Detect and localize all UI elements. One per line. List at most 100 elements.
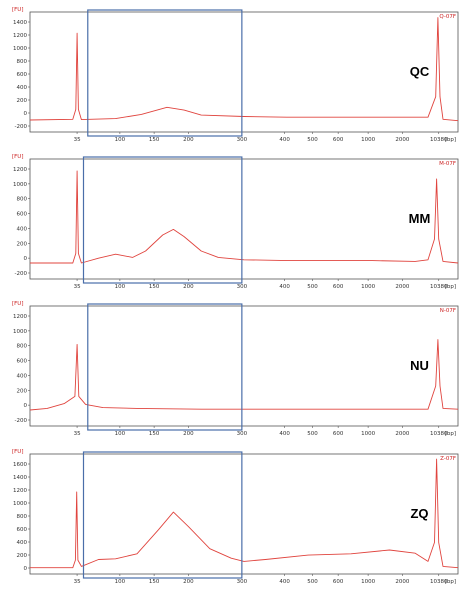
y-tick-label: 1000: [13, 46, 27, 52]
x-tick-label: 150: [149, 284, 160, 290]
x-tick-label: 10380: [430, 431, 448, 437]
x-tick-label: 2000: [395, 137, 409, 143]
y-unit-label: [FU]: [12, 154, 23, 160]
y-tick-label: 200: [17, 388, 28, 394]
x-tick-label: 200: [183, 579, 194, 585]
y-unit-label: [FU]: [12, 301, 23, 307]
x-tick-label: 600: [333, 137, 344, 143]
x-tick-label: 500: [307, 137, 318, 143]
y-tick-label: 1200: [13, 314, 27, 320]
y-tick-label: 1400: [13, 20, 27, 26]
highlight-box: [82, 451, 243, 579]
y-tick-label: 200: [17, 98, 28, 104]
x-tick-label: 300: [237, 431, 248, 437]
x-tick-label: 35: [74, 579, 81, 585]
y-tick-label: 1000: [13, 329, 27, 335]
x-tick-label: 300: [237, 137, 248, 143]
x-unit-label: [bp]: [445, 284, 456, 290]
x-tick-label: 150: [149, 579, 160, 585]
y-tick-label: 0: [24, 566, 28, 572]
y-tick-label: 800: [17, 344, 28, 350]
x-tick-label: 200: [183, 284, 194, 290]
panel-corner-label: Q-07F: [439, 14, 456, 20]
electropherogram-trace: [29, 17, 459, 122]
y-tick-label: 0: [24, 403, 28, 409]
x-tick-label: 200: [183, 137, 194, 143]
x-tick-label: 2000: [395, 284, 409, 290]
x-tick-label: 600: [333, 284, 344, 290]
x-tick-label: 150: [149, 137, 160, 143]
x-tick-label: 100: [115, 579, 126, 585]
y-tick-label: 800: [17, 197, 28, 203]
y-unit-label: [FU]: [12, 449, 23, 455]
y-tick-label: 1200: [13, 167, 27, 173]
y-tick-label: 1600: [13, 462, 27, 468]
y-tick-label: 800: [17, 59, 28, 65]
highlight-box: [87, 303, 243, 431]
x-tick-label: 500: [307, 579, 318, 585]
y-tick-label: 400: [17, 85, 28, 91]
x-tick-label: 500: [307, 431, 318, 437]
panel-corner-label: M-07F: [439, 161, 456, 167]
x-tick-label: 1000: [361, 431, 375, 437]
sample-label: NU: [410, 358, 429, 373]
x-tick-label: 150: [149, 431, 160, 437]
x-tick-label: 600: [333, 431, 344, 437]
sample-label: MM: [409, 211, 431, 226]
x-tick-label: 100: [115, 284, 126, 290]
x-tick-label: 400: [279, 137, 290, 143]
x-tick-label: 1000: [361, 284, 375, 290]
highlight-box: [82, 156, 243, 284]
x-tick-label: 500: [307, 284, 318, 290]
x-tick-label: 200: [183, 431, 194, 437]
x-tick-label: 100: [115, 431, 126, 437]
x-unit-label: [bp]: [445, 431, 456, 437]
plot-frame: [29, 158, 459, 280]
electropherogram-trace: [29, 339, 459, 411]
x-tick-label: 100: [115, 137, 126, 143]
y-tick-label: -200: [15, 124, 28, 130]
x-tick-label: 35: [74, 431, 81, 437]
highlight-box: [87, 9, 243, 137]
y-tick-label: 200: [17, 553, 28, 559]
panel-corner-label: N-07F: [440, 308, 456, 314]
y-tick-label: 600: [17, 72, 28, 78]
x-tick-label: 300: [237, 579, 248, 585]
sample-label: QC: [410, 64, 430, 79]
x-unit-label: [bp]: [445, 137, 456, 143]
y-tick-label: -200: [15, 418, 28, 424]
x-tick-label: 10380: [430, 137, 448, 143]
y-tick-label: -200: [15, 271, 28, 277]
x-tick-label: 400: [279, 431, 290, 437]
x-tick-label: 35: [74, 137, 81, 143]
panel-corner-label: Z-07F: [440, 456, 456, 462]
x-tick-label: 400: [279, 284, 290, 290]
panel-nu: [FU] N-07F [bp] 1200 1000 800 600 400 200 0 -200 35…: [12, 301, 459, 437]
x-tick-label: 1000: [361, 579, 375, 585]
x-tick-label: 2000: [395, 579, 409, 585]
panel-zq: [FU]Z-07F[bp]160014001200100080060040020…: [12, 449, 459, 585]
y-tick-label: 200: [17, 241, 28, 247]
x-tick-label: 10380: [430, 579, 448, 585]
y-tick-label: 400: [17, 540, 28, 546]
panel-qc: [FU] Q-07F [bp] 1400 1200 1000 800 600 400 2000 -2…: [12, 7, 459, 143]
y-tick-label: 1000: [13, 182, 27, 188]
sample-label: ZQ: [410, 506, 428, 521]
y-tick-label: 1400: [13, 475, 27, 481]
x-tick-label: 600: [333, 579, 344, 585]
x-unit-label: [bp]: [445, 579, 456, 585]
y-tick-label: 600: [17, 359, 28, 365]
y-tick-label: 800: [17, 514, 28, 520]
panel-mm: [FU] M-07F [bp] 1200 1000 800 600 400 2000 -200 35…: [12, 154, 459, 290]
y-tick-label: 600: [17, 527, 28, 533]
x-tick-label: 35: [74, 284, 81, 290]
x-tick-label: 400: [279, 579, 290, 585]
y-tick-label: 1200: [13, 488, 27, 494]
y-tick-label: 1200: [13, 33, 27, 39]
x-tick-label: 1000: [361, 137, 375, 143]
y-tick-label: 400: [17, 226, 28, 232]
y-tick-label: 1000: [13, 501, 27, 507]
plot-frame: [29, 453, 459, 575]
y-unit-label: [FU]: [12, 7, 23, 13]
